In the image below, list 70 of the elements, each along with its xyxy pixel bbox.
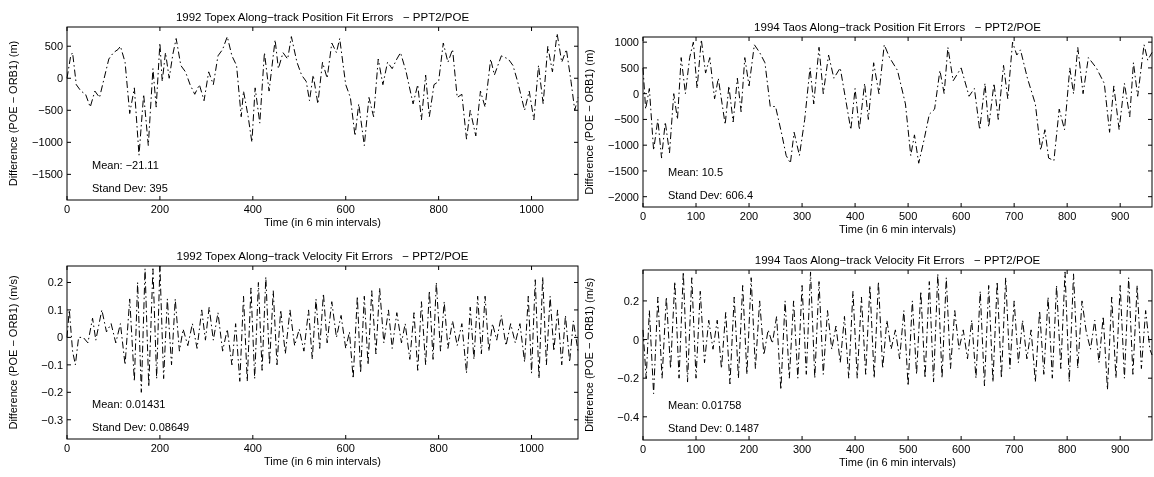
x-tick-label: 800 xyxy=(1057,443,1077,455)
chart-title: 1994 Taos Along−track Position Fit Errors − PPT2/POE xyxy=(754,21,1042,33)
y-axis-title: Difference (POE − ORB1) (m/s) xyxy=(583,277,595,433)
y-tick-label: −1500 xyxy=(608,164,639,177)
x-tick-label: 800 xyxy=(429,203,448,215)
y-tick-label: 0 xyxy=(56,331,63,344)
y-axis-title: Difference (POE − ORB1) (m) xyxy=(7,40,19,187)
x-tick-label: 400 xyxy=(845,443,865,455)
annotation: Mean: 0.01431 xyxy=(92,398,166,410)
y-tick-label: −500 xyxy=(38,104,63,117)
annotation: Stand Dev: 0.08649 xyxy=(92,421,190,433)
x-axis-title: Time (in 6 min intervals) xyxy=(839,223,956,235)
x-tick-label: 1000 xyxy=(519,442,544,454)
y-tick-label: −500 xyxy=(614,113,639,126)
y-tick-label: −1500 xyxy=(32,168,63,181)
x-tick-label: 200 xyxy=(150,203,170,215)
x-tick-label: 700 xyxy=(1004,443,1024,455)
x-tick-label: 600 xyxy=(336,203,355,215)
y-tick-label: −0.2 xyxy=(617,372,639,385)
annotation: Mean: 10.5 xyxy=(668,166,724,178)
x-tick-label: 600 xyxy=(951,210,971,222)
x-axis-title: Time (in 6 min intervals) xyxy=(264,216,381,228)
y-tick-label: −0.1 xyxy=(41,358,63,371)
y-tick-label: 0.1 xyxy=(47,303,63,316)
x-tick-label: 900 xyxy=(1111,210,1130,222)
y-tick-label: 500 xyxy=(44,40,63,53)
y-tick-label: −0.4 xyxy=(617,410,639,423)
x-tick-label: 800 xyxy=(1057,210,1077,222)
chart-title: 1992 Topex Along−track Position Fit Errors − PPT2/POE xyxy=(175,11,470,23)
x-axis-title: Time (in 6 min intervals) xyxy=(839,456,956,468)
x-tick-label: 800 xyxy=(429,442,448,454)
y-tick-label: −1000 xyxy=(608,139,639,152)
x-tick-label: 400 xyxy=(243,442,262,454)
y-tick-label: 1000 xyxy=(614,36,639,49)
x-tick-label: 500 xyxy=(898,210,918,222)
x-axis-title: Time (in 6 min intervals) xyxy=(264,455,381,467)
y-tick-label: 0.2 xyxy=(623,294,639,307)
y-tick-label: −0.2 xyxy=(41,386,63,399)
y-tick-label: −1000 xyxy=(32,136,63,149)
x-tick-label: 300 xyxy=(792,210,812,222)
x-tick-label: 100 xyxy=(686,443,706,455)
y-tick-label: 500 xyxy=(620,61,639,74)
x-tick-label: 400 xyxy=(243,203,262,215)
x-tick-label: 400 xyxy=(845,210,865,222)
x-tick-label: 600 xyxy=(951,443,971,455)
y-tick-label: 0.2 xyxy=(47,276,63,289)
x-tick-label: 100 xyxy=(686,210,706,222)
annotation: Stand Dev: 606.4 xyxy=(668,189,754,201)
x-tick-label: 200 xyxy=(739,443,759,455)
x-tick-label: 700 xyxy=(1004,210,1024,222)
x-tick-label: 1000 xyxy=(519,203,544,215)
y-axis-title: Difference (POE − ORB1) (m/s) xyxy=(7,275,19,430)
x-tick-label: 300 xyxy=(792,443,812,455)
annotation: Stand Dev: 395 xyxy=(92,182,168,194)
x-tick-label: 200 xyxy=(739,210,759,222)
annotation: Mean: 0.01758 xyxy=(668,399,742,411)
annotation: Mean: −21.11 xyxy=(92,159,159,171)
y-axis-title: Difference (POE − ORB1) (m) xyxy=(583,49,595,195)
x-tick-label: 900 xyxy=(1111,443,1130,455)
x-tick-label: 500 xyxy=(898,443,918,455)
y-tick-label: −2000 xyxy=(608,190,639,203)
chart-title: 1994 Taos Along−track Velocity Fit Errors − PPT2/POE xyxy=(754,254,1041,266)
y-tick-label: 0 xyxy=(632,333,639,346)
annotation: Stand Dev: 0.1487 xyxy=(668,422,760,434)
x-tick-label: 600 xyxy=(336,442,355,454)
y-tick-label: 0 xyxy=(56,72,63,85)
y-tick-label: −0.3 xyxy=(41,413,63,426)
y-tick-label: 0 xyxy=(632,87,639,100)
chart-title: 1992 Topex Along−track Velocity Fit Errors − PPT2/POE xyxy=(176,250,469,262)
x-tick-label: 200 xyxy=(150,442,170,454)
